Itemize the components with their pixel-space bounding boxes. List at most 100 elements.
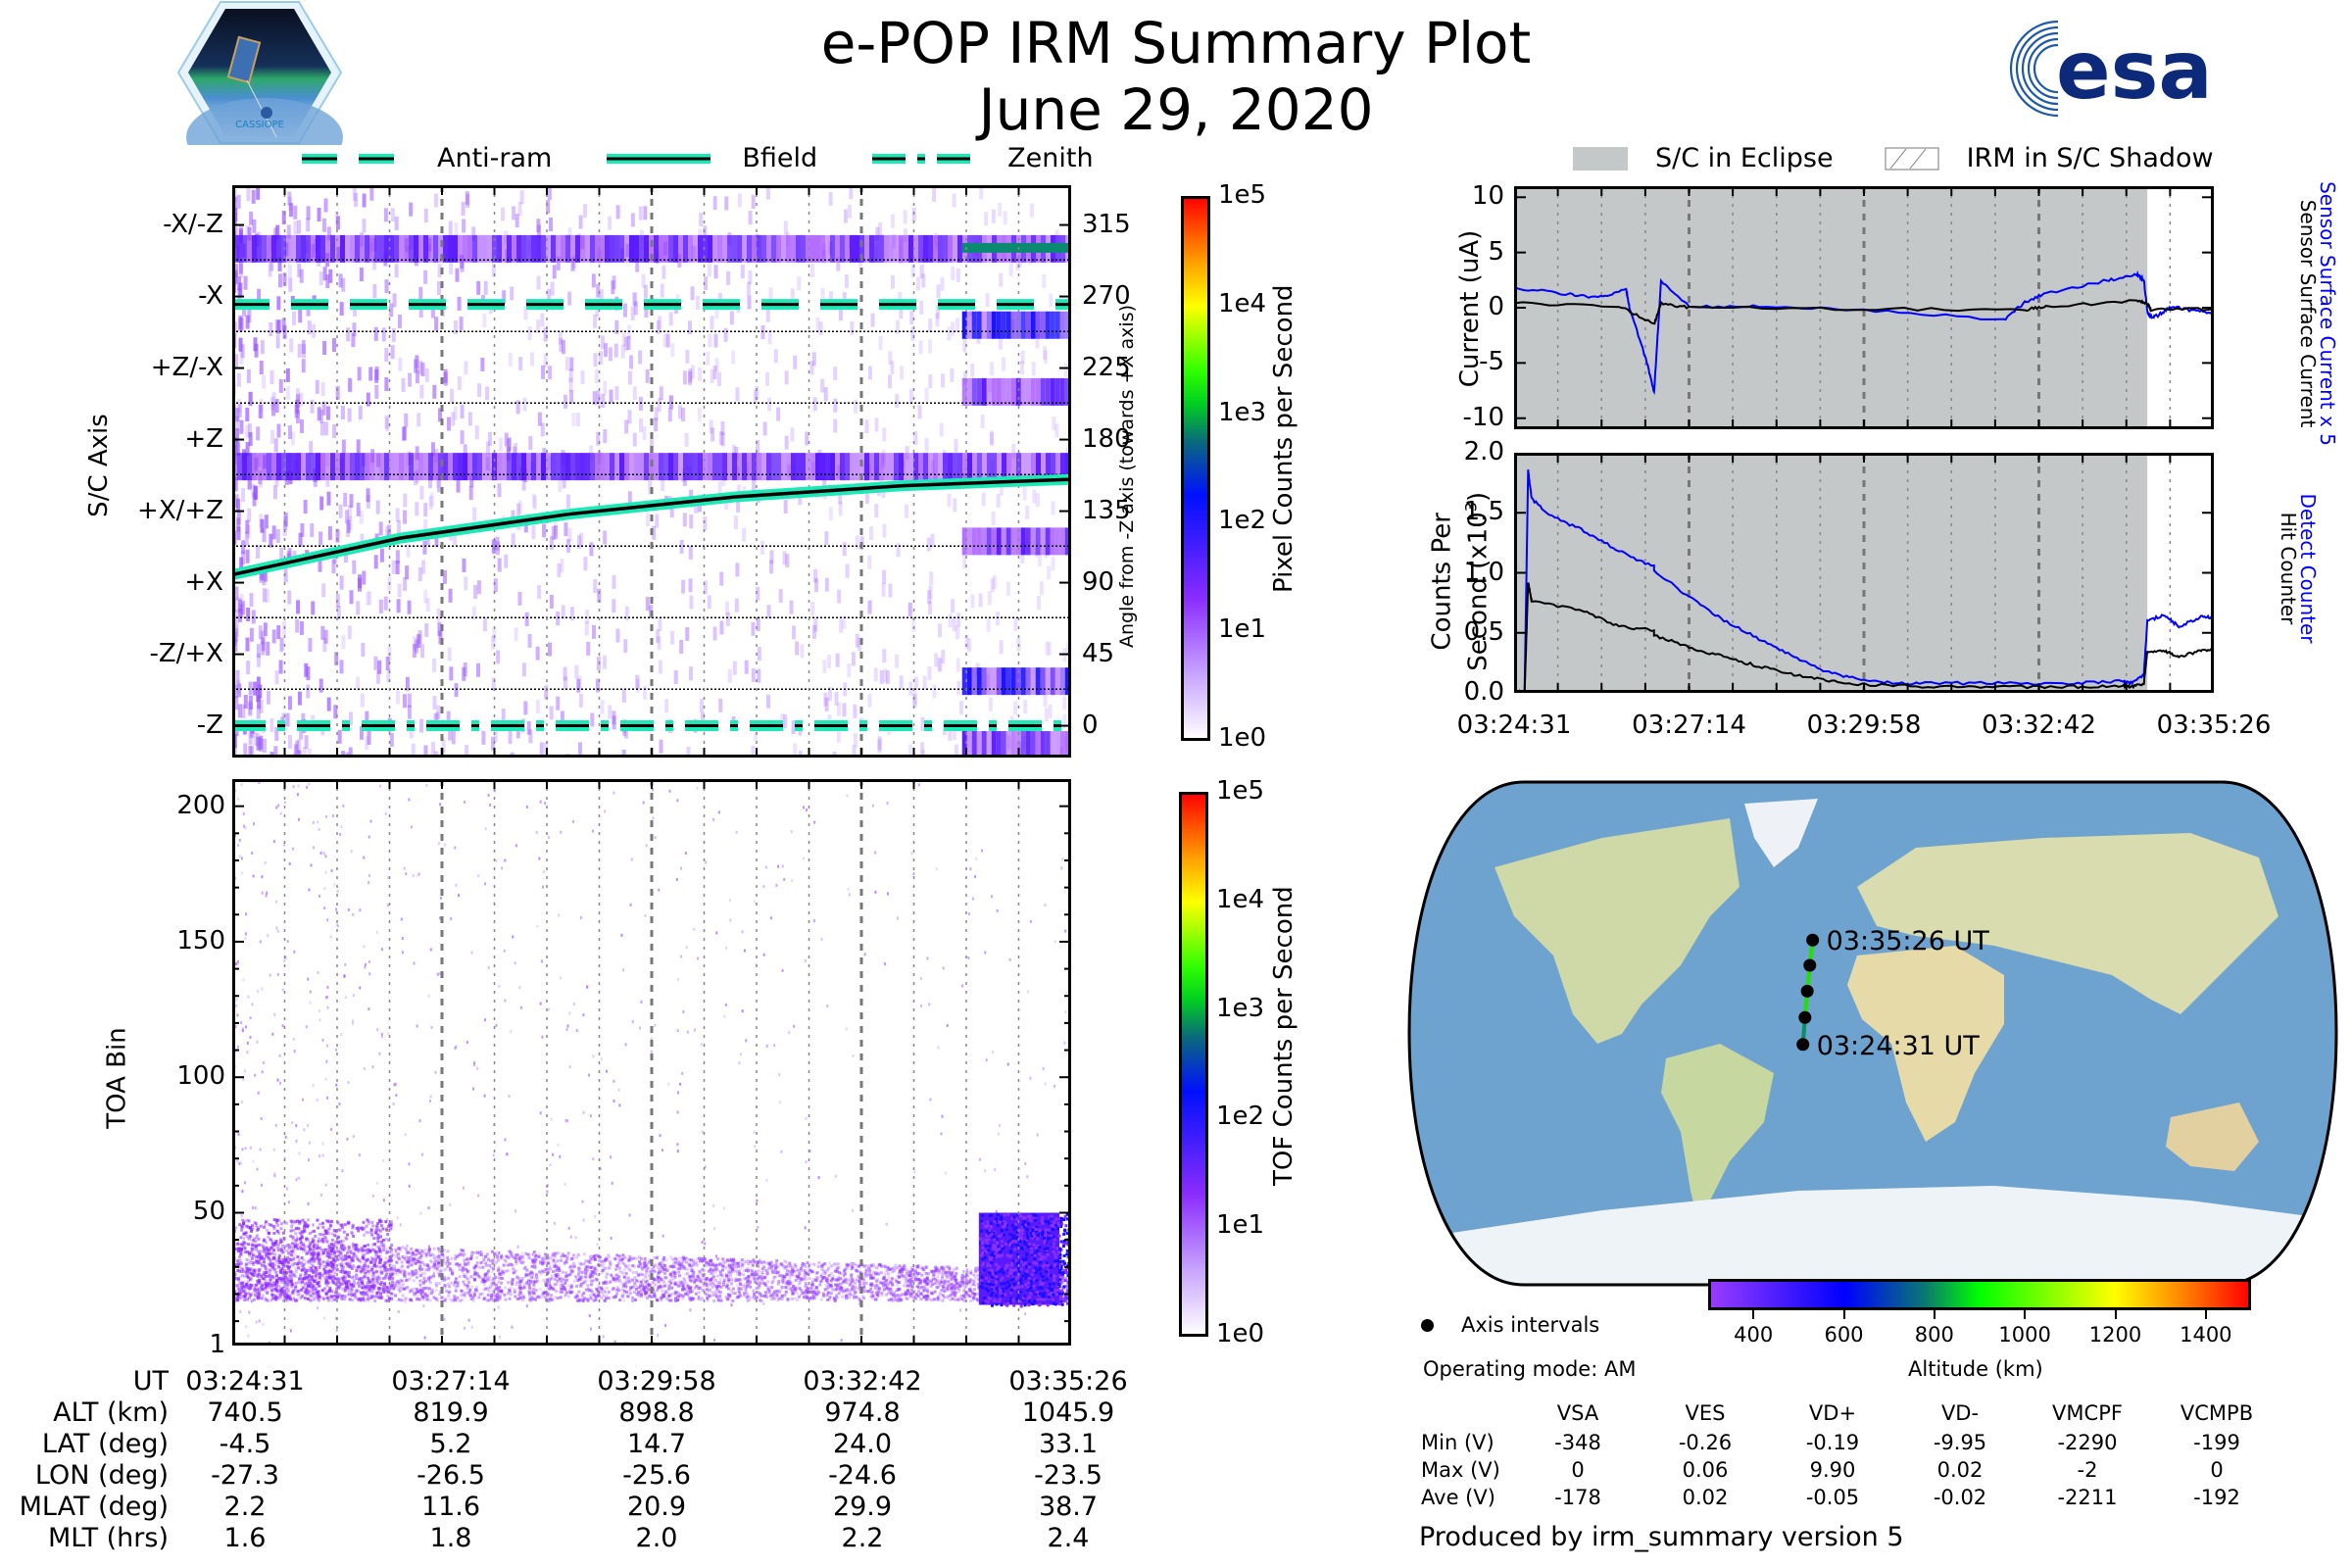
heatmap-cell bbox=[407, 600, 412, 614]
toa-cell bbox=[580, 1294, 584, 1298]
toa-speck bbox=[542, 885, 545, 889]
toa-speck bbox=[368, 835, 370, 839]
heatmap-cell bbox=[576, 678, 581, 693]
toa-cell bbox=[400, 1284, 404, 1288]
toa-cell bbox=[443, 1278, 447, 1282]
toa-speck bbox=[335, 907, 338, 911]
heatmap-cell bbox=[635, 674, 640, 689]
toa-cell bbox=[552, 1283, 556, 1287]
heatmap-band-cell bbox=[624, 453, 629, 481]
toa-cell bbox=[478, 1266, 482, 1270]
toa-speck bbox=[622, 968, 625, 972]
heatmap-cell bbox=[630, 307, 635, 321]
toa-cell bbox=[369, 1266, 373, 1270]
toa-cell bbox=[330, 1290, 334, 1294]
heatmap-cell bbox=[501, 207, 506, 221]
heatmap-cell bbox=[643, 206, 648, 220]
toa-speck bbox=[297, 1176, 300, 1180]
toa-cell bbox=[910, 1285, 914, 1289]
toa-cell bbox=[767, 1261, 771, 1265]
toa-speck bbox=[704, 1165, 707, 1169]
heatmap-cell bbox=[962, 555, 967, 569]
toa-cell bbox=[716, 1298, 720, 1302]
toa-cell bbox=[713, 1270, 717, 1274]
toa-cell bbox=[433, 1260, 437, 1264]
heatmap-cell bbox=[317, 407, 321, 421]
toa-speck bbox=[371, 1194, 374, 1198]
toa-cell bbox=[378, 1266, 382, 1270]
toa-cell bbox=[895, 1279, 899, 1283]
heatmap-cell bbox=[539, 742, 544, 757]
heatmap-cell bbox=[685, 626, 690, 641]
toa-cell bbox=[308, 1268, 312, 1272]
heatmap-band-cell bbox=[262, 453, 267, 481]
heatmap-band-cell bbox=[810, 453, 815, 481]
heatmap-cell bbox=[668, 312, 673, 326]
toa-cell bbox=[673, 1291, 677, 1295]
toa-cell bbox=[771, 1279, 775, 1283]
heatmap-band-cell bbox=[991, 311, 997, 339]
toa-cell bbox=[427, 1268, 431, 1272]
toa-speck bbox=[495, 1023, 498, 1027]
toa-speck bbox=[269, 1273, 271, 1277]
toa-cell bbox=[533, 1263, 537, 1267]
toa-speck bbox=[275, 806, 278, 809]
heatmap-cell bbox=[544, 685, 549, 700]
toa-cell bbox=[653, 1293, 657, 1297]
heatmap-cell bbox=[584, 621, 589, 636]
toa-cell bbox=[953, 1287, 956, 1291]
toa-cell bbox=[418, 1289, 422, 1293]
toa-cell bbox=[933, 1282, 937, 1286]
heatmap-band-cell bbox=[614, 234, 619, 263]
heatmap-cell bbox=[450, 388, 455, 403]
toa-cell bbox=[867, 1269, 871, 1273]
heatmap-cell bbox=[562, 474, 566, 489]
heatmap-cell bbox=[248, 746, 253, 760]
toa-speck bbox=[240, 871, 243, 875]
toa-cell bbox=[700, 1257, 704, 1261]
legend-bfield-label: Bfield bbox=[742, 143, 818, 173]
toa-cell bbox=[894, 1289, 898, 1293]
heatmap-cell bbox=[1013, 701, 1018, 715]
toa-cell bbox=[384, 1298, 388, 1302]
toa-cell bbox=[833, 1269, 837, 1273]
toa-speck bbox=[365, 962, 368, 966]
heatmap-cell bbox=[735, 387, 740, 402]
heatmap-cell bbox=[753, 389, 758, 404]
toa-speck bbox=[514, 844, 517, 848]
toa-cell bbox=[496, 1250, 500, 1254]
toa-speck bbox=[454, 1047, 457, 1051]
toa-cell bbox=[349, 1250, 353, 1253]
toa-cell bbox=[340, 1270, 344, 1274]
heatmap-cell bbox=[824, 577, 829, 592]
heatmap-cell bbox=[436, 705, 441, 719]
toa-cell bbox=[738, 1278, 742, 1282]
heatmap-band-cell bbox=[365, 453, 369, 481]
toa-speck bbox=[559, 1154, 562, 1158]
toa-cell bbox=[238, 1265, 242, 1269]
heatmap-band-cell bbox=[605, 234, 610, 263]
heatmap-cell bbox=[254, 486, 259, 501]
heatmap-cell bbox=[326, 406, 331, 420]
toa-speck bbox=[242, 824, 245, 828]
toa-cell bbox=[969, 1277, 973, 1281]
heatmap-cell bbox=[633, 292, 638, 307]
heatmap-cell bbox=[510, 286, 514, 301]
toa-speck bbox=[617, 1088, 620, 1092]
heatmap-cell bbox=[247, 700, 252, 714]
toa-cell bbox=[528, 1287, 532, 1291]
toa-cell bbox=[349, 1291, 353, 1295]
toa-cell bbox=[817, 1291, 821, 1295]
toa-cell bbox=[367, 1248, 370, 1251]
toa-speck bbox=[335, 1328, 338, 1332]
heatmap-cell bbox=[463, 444, 467, 459]
toa-cell bbox=[340, 1261, 344, 1265]
heatmap-cell bbox=[356, 502, 361, 516]
toa-cell bbox=[885, 1286, 889, 1290]
toa-speck bbox=[498, 984, 501, 988]
heatmap-band-cell bbox=[418, 234, 423, 263]
toa-cell bbox=[661, 1266, 664, 1270]
toa-cell bbox=[434, 1297, 438, 1300]
heatmap-cell bbox=[642, 425, 647, 440]
toa-cell bbox=[685, 1282, 689, 1286]
